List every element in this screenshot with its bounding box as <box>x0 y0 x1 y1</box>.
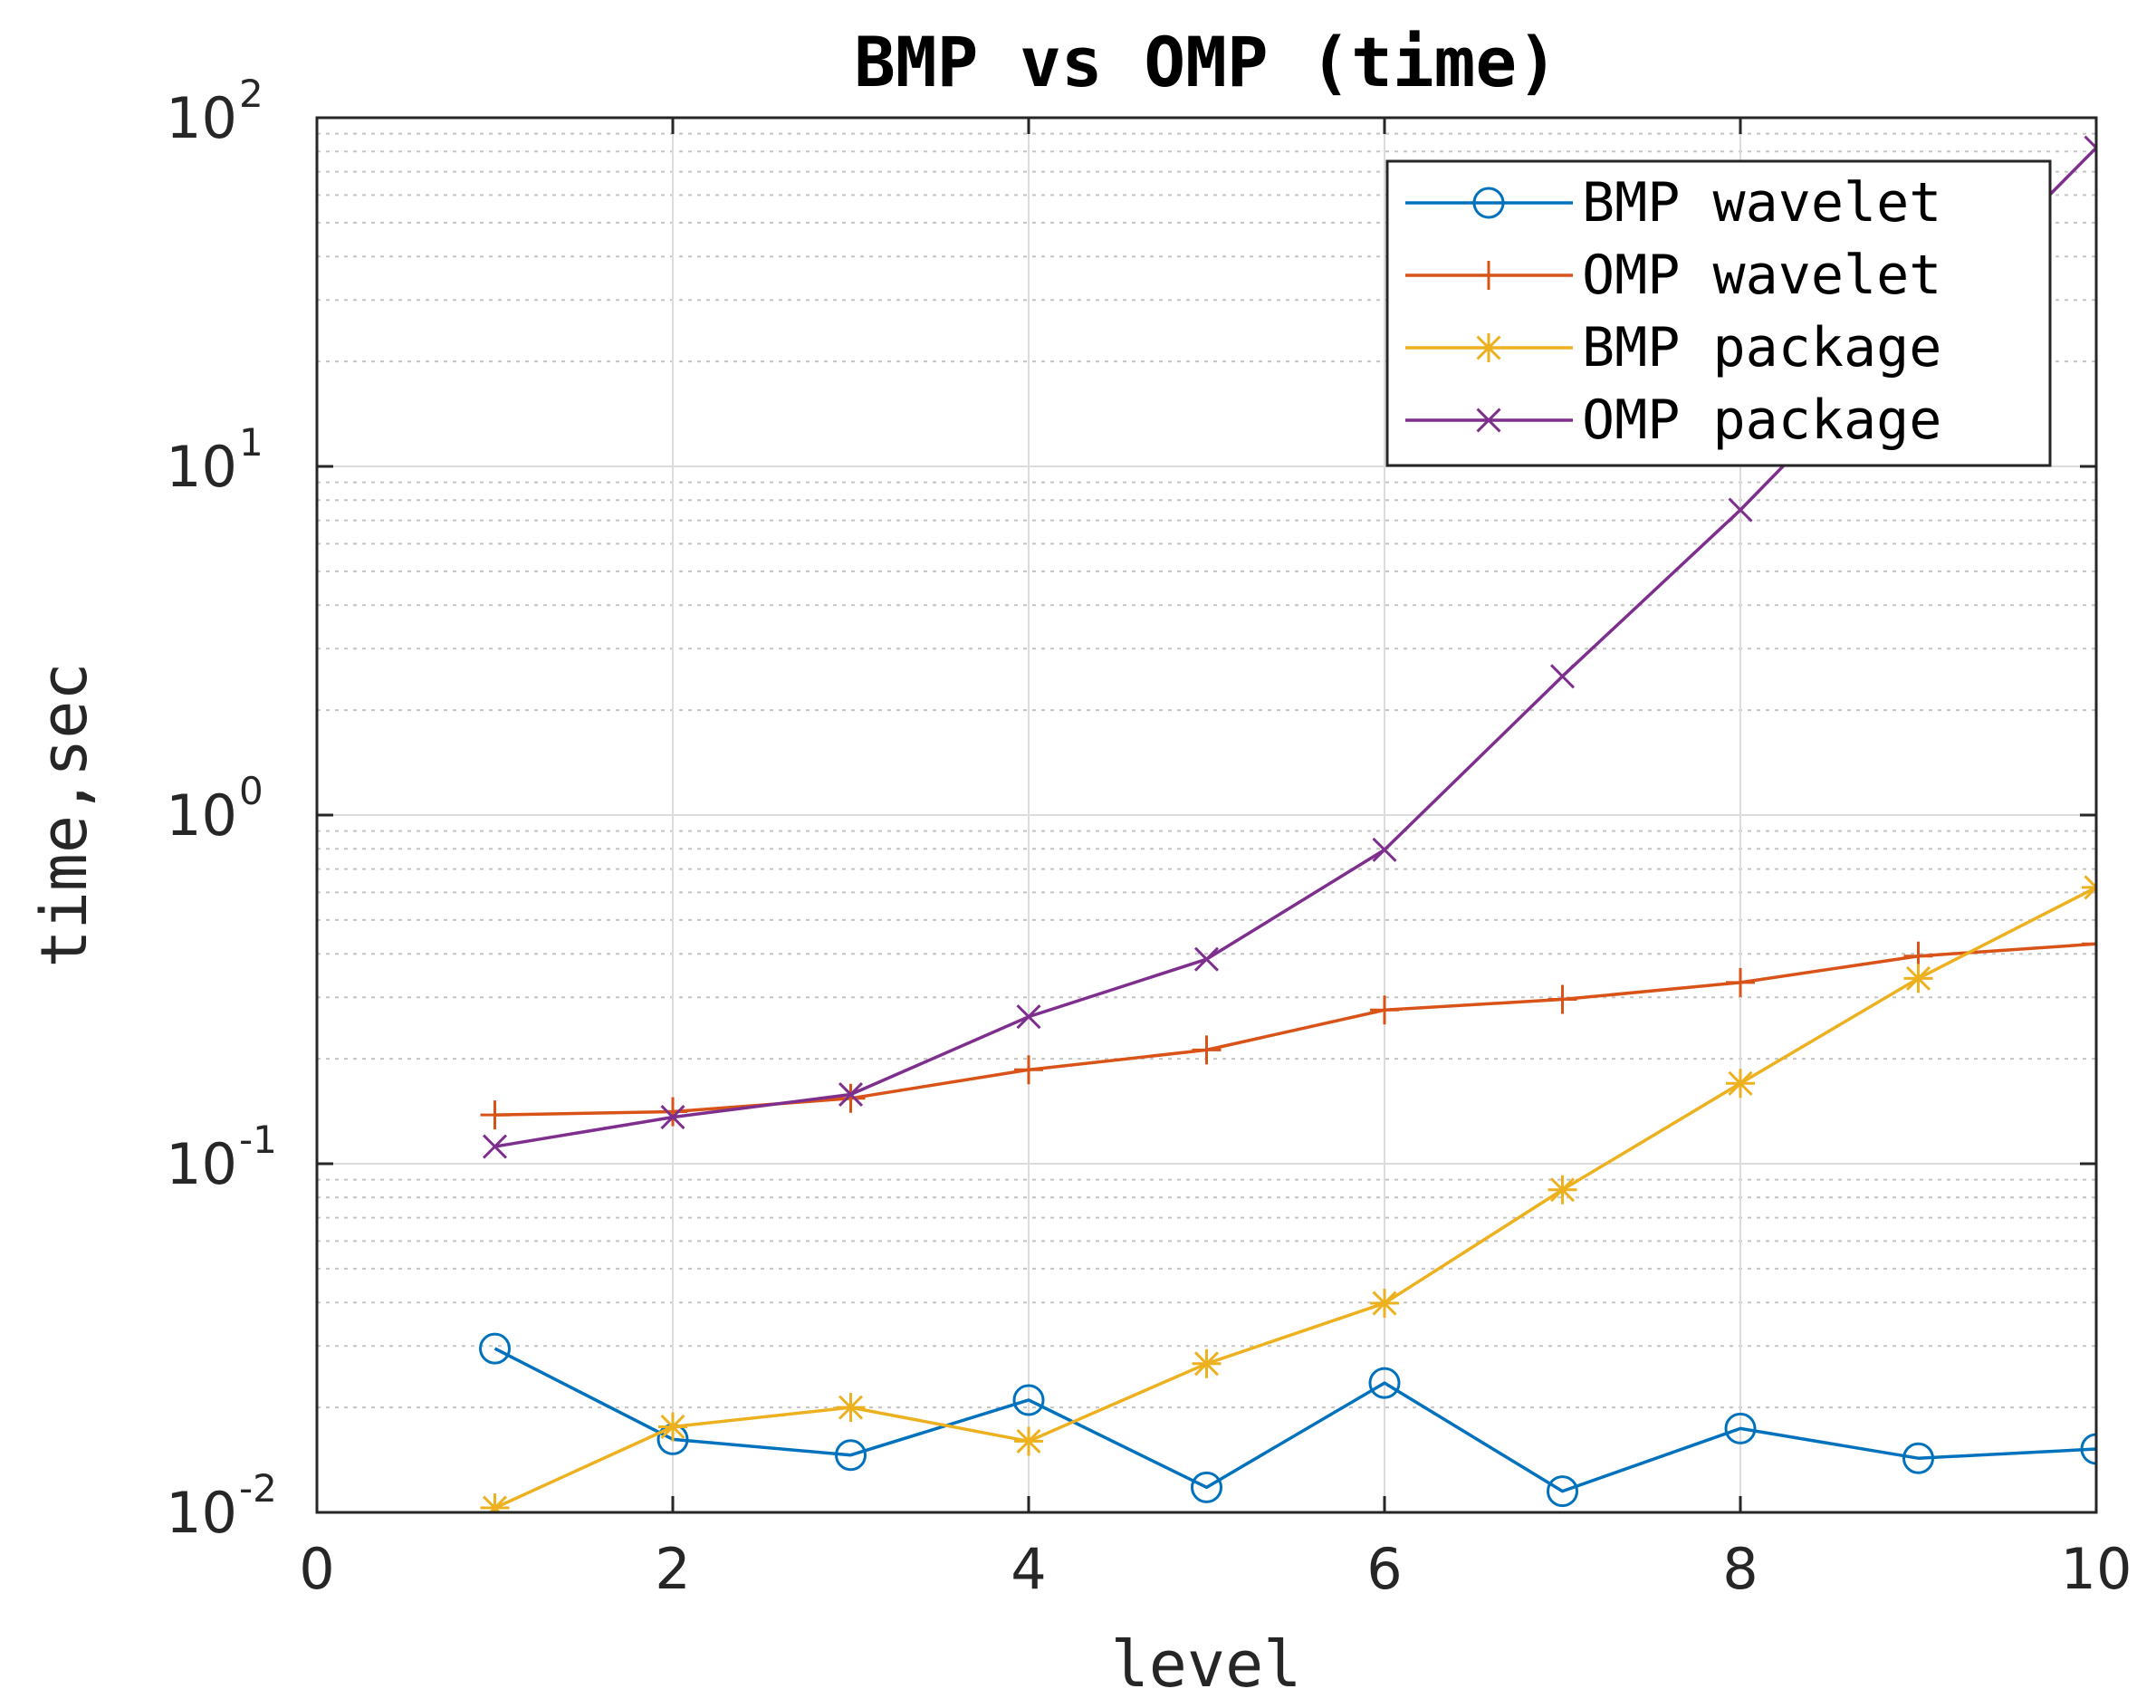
data-point-plus <box>1474 261 1503 290</box>
data-point-plus <box>480 1100 510 1130</box>
data-point-plus <box>836 1083 866 1113</box>
data-point-plus <box>1726 967 1755 997</box>
series-bmp-package <box>480 872 2096 1512</box>
data-point-x <box>1016 1004 1041 1030</box>
data-point-plus <box>1548 984 1577 1014</box>
y-tick-label: 10 <box>166 782 237 849</box>
data-point-asterisk <box>1192 1348 1222 1378</box>
y-tick-exponent: 0 <box>239 769 264 813</box>
y-axis-label: time,sec <box>27 662 101 967</box>
x-tick-label: 2 <box>655 1536 690 1602</box>
data-point-asterisk <box>1726 1069 1755 1099</box>
y-tick-exponent: -1 <box>239 1118 277 1162</box>
data-point-circle <box>1472 187 1505 219</box>
data-point-circle <box>835 1439 867 1472</box>
data-point-asterisk <box>2082 872 2096 902</box>
data-point-asterisk <box>1903 964 1933 993</box>
x-tick-label: 8 <box>1722 1536 1758 1602</box>
x-tick-label: 4 <box>1011 1536 1046 1602</box>
data-point-x <box>1372 837 1397 862</box>
data-point-circle <box>1724 1412 1757 1444</box>
y-tick-exponent: -2 <box>239 1466 277 1511</box>
x-tick-labels: 0 2 4 6 8 10 <box>299 118 2132 1602</box>
data-point-asterisk <box>1014 1426 1043 1456</box>
y-tick-label: 10 <box>166 1131 237 1197</box>
y-tick-exponent: 2 <box>239 72 264 116</box>
data-point-x <box>1549 664 1576 689</box>
data-point-x <box>1476 408 1501 433</box>
data-point-plus <box>2082 929 2096 959</box>
data-point-x <box>1728 497 1753 523</box>
data-point-x <box>660 1105 685 1130</box>
chart-title: BMP vs OMP (time) <box>854 22 1558 102</box>
legend-item: BMP wavelet <box>1405 171 1941 235</box>
y-tick-label: 10 <box>166 85 237 151</box>
data-point-circle <box>1547 1475 1578 1508</box>
y-tick-label: 10 <box>166 434 237 500</box>
x-axis-label: level <box>1111 1627 1302 1702</box>
legend-item: OMP wavelet <box>1405 244 1941 307</box>
data-point-plus <box>1370 995 1399 1025</box>
data-point-asterisk <box>658 1412 687 1442</box>
data-point-asterisk <box>836 1393 866 1423</box>
series-line <box>493 1347 2096 1493</box>
data-point-circle <box>1191 1471 1222 1503</box>
data-point-asterisk <box>480 1493 510 1512</box>
data-point-circle <box>1012 1384 1045 1416</box>
data-point-plus <box>1014 1055 1043 1085</box>
legend-label: BMP package <box>1582 316 1941 379</box>
data-point-asterisk <box>1474 333 1503 362</box>
legend-item: BMP package <box>1405 316 1941 379</box>
y-tick-label: 10 <box>166 1480 237 1546</box>
legend-label: OMP package <box>1582 389 1941 452</box>
data-point-circle <box>2080 1433 2096 1465</box>
data-point-circle <box>1368 1367 1401 1399</box>
data-point-asterisk <box>1370 1289 1399 1319</box>
data-point-plus <box>658 1097 687 1127</box>
legend-box <box>1385 159 2052 467</box>
x-tick-label: 0 <box>299 1536 334 1602</box>
legend-label: OMP wavelet <box>1582 244 1941 307</box>
series-bmp-wavelet <box>479 1332 2096 1508</box>
legend-label: BMP wavelet <box>1582 171 1941 235</box>
x-tick-label: 10 <box>2061 1536 2132 1602</box>
legend: BMP wavelet OMP wavelet BMP package OMP pac… <box>1385 159 2052 467</box>
data-point-asterisk <box>1548 1175 1577 1204</box>
data-point-circle <box>479 1332 511 1365</box>
data-point-circle <box>1902 1442 1934 1474</box>
series-line <box>493 886 2096 1510</box>
data-point-x <box>1193 946 1220 972</box>
data-point-x <box>2084 135 2096 160</box>
legend-item: OMP package <box>1405 389 1941 452</box>
data-point-x <box>482 1134 508 1159</box>
grid <box>316 117 2097 1513</box>
y-tick-exponent: 1 <box>239 420 264 465</box>
x-tick-label: 6 <box>1366 1536 1402 1602</box>
data-point-plus <box>1192 1035 1222 1065</box>
data-point-x <box>838 1081 864 1108</box>
